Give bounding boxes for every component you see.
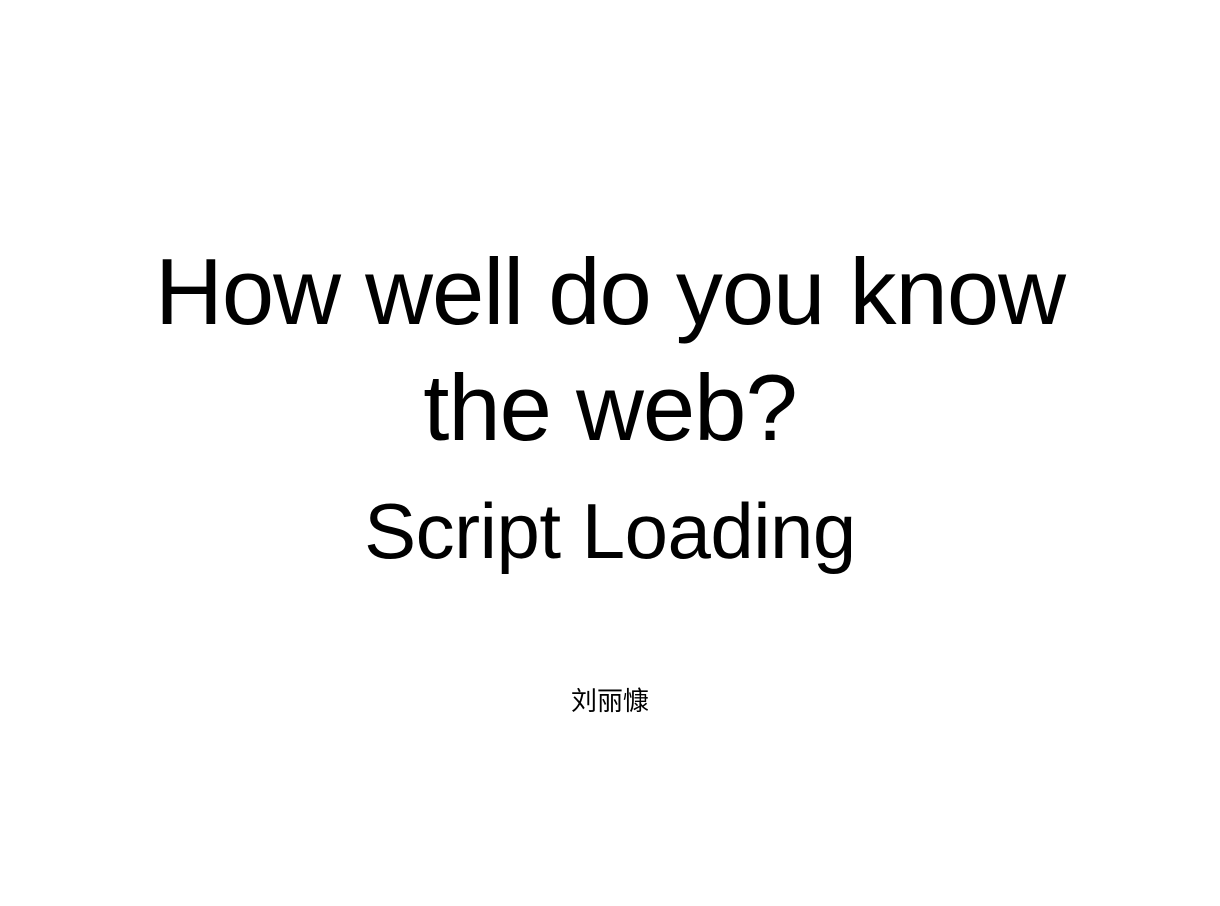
slide-title-line-2: the web?	[423, 355, 798, 460]
slide-subtitle: Script Loading	[364, 487, 856, 575]
slide-title: How well do you know the web?	[0, 234, 1220, 466]
slide-title-line-1: How well do you know	[155, 239, 1066, 344]
slide-author: 刘丽慷	[570, 687, 649, 717]
